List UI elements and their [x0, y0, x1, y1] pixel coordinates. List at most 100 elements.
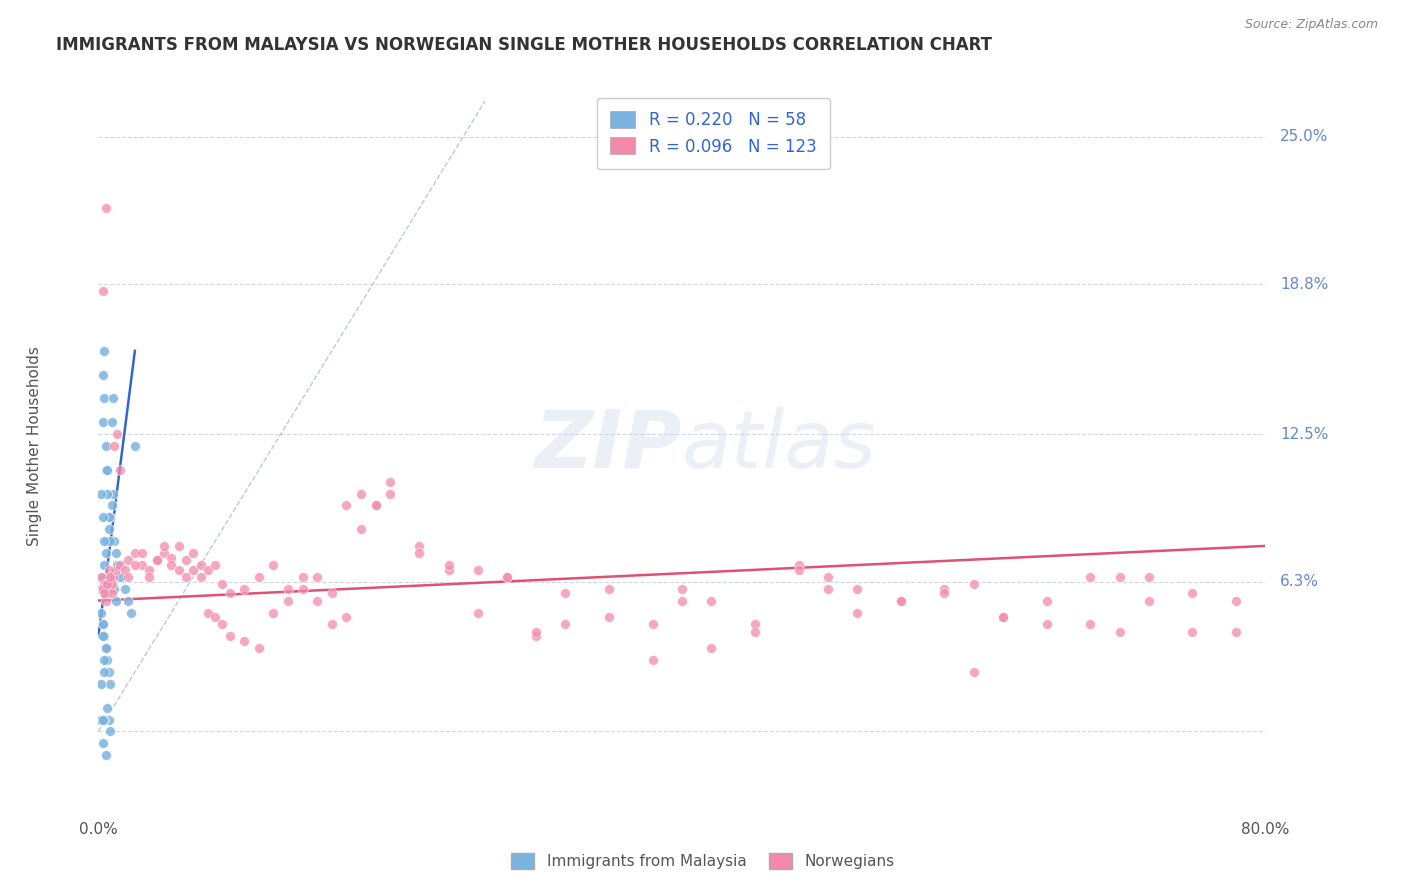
Point: [1108, 570, 1130, 584]
Legend: R = 0.220   N = 58, R = 0.096   N = 123: R = 0.220 N = 58, R = 0.096 N = 123: [598, 97, 830, 169]
Point: [104, 546, 127, 560]
Legend: Immigrants from Malaysia, Norwegians: Immigrants from Malaysia, Norwegians: [505, 847, 901, 875]
Point: [97, 522, 120, 536]
Point: [218, 586, 240, 600]
Point: [890, 593, 912, 607]
Point: [93, 343, 115, 358]
Point: [495, 570, 517, 584]
Point: [96, 577, 118, 591]
Point: [97, 582, 120, 596]
Point: [120, 606, 142, 620]
Point: [97, 713, 120, 727]
Point: [1080, 617, 1102, 632]
Point: [598, 610, 620, 624]
Point: [98, 677, 121, 691]
Point: [1225, 624, 1247, 639]
Point: [103, 534, 125, 549]
Point: [93, 713, 115, 727]
Point: [91, 713, 114, 727]
Point: [91, 617, 114, 632]
Text: 25.0%: 25.0%: [1279, 129, 1329, 145]
Point: [105, 558, 128, 572]
Point: [1181, 624, 1204, 639]
Point: [262, 558, 284, 572]
Text: ZIP: ZIP: [534, 407, 682, 485]
Point: [94, 593, 117, 607]
Point: [181, 563, 204, 577]
Point: [307, 593, 329, 607]
Point: [845, 606, 868, 620]
Point: [104, 593, 127, 607]
Point: [262, 606, 284, 620]
Point: [103, 439, 125, 453]
Point: [91, 617, 114, 632]
Point: [93, 629, 115, 643]
Point: [1181, 586, 1204, 600]
Point: [97, 510, 120, 524]
Point: [101, 392, 124, 406]
Point: [817, 582, 839, 596]
Point: [335, 499, 357, 513]
Point: [97, 665, 120, 679]
Point: [91, 629, 114, 643]
Point: [247, 570, 270, 584]
Point: [114, 563, 136, 577]
Point: [114, 582, 136, 596]
Point: [96, 700, 118, 714]
Point: [1225, 593, 1247, 607]
Point: [408, 546, 430, 560]
Point: [554, 617, 576, 632]
Point: [1137, 570, 1160, 584]
Point: [90, 677, 112, 691]
Point: [131, 558, 153, 572]
Point: [98, 724, 121, 739]
Point: [167, 539, 190, 553]
Text: 6.3%: 6.3%: [1279, 574, 1319, 589]
Point: [153, 539, 176, 553]
Point: [96, 486, 118, 500]
Point: [700, 593, 723, 607]
Point: [91, 582, 114, 596]
Text: IMMIGRANTS FROM MALAYSIA VS NORWEGIAN SINGLE MOTHER HOUSEHOLDS CORRELATION CHART: IMMIGRANTS FROM MALAYSIA VS NORWEGIAN SI…: [56, 36, 993, 54]
Point: [138, 570, 160, 584]
Point: [991, 610, 1014, 624]
Point: [524, 629, 547, 643]
Point: [94, 463, 117, 477]
Point: [91, 368, 114, 382]
Point: [495, 570, 517, 584]
Point: [247, 641, 270, 656]
Point: [233, 582, 256, 596]
Point: [97, 563, 120, 577]
Point: [1108, 624, 1130, 639]
Point: [307, 570, 329, 584]
Point: [131, 546, 153, 560]
Point: [105, 427, 128, 442]
Point: [291, 570, 314, 584]
Point: [101, 570, 124, 584]
Point: [190, 570, 212, 584]
Point: [197, 606, 219, 620]
Point: [94, 641, 117, 656]
Point: [90, 713, 112, 727]
Point: [787, 558, 810, 572]
Text: 80.0%: 80.0%: [1241, 822, 1289, 837]
Point: [744, 624, 766, 639]
Point: [350, 486, 373, 500]
Point: [94, 439, 117, 453]
Text: 18.8%: 18.8%: [1279, 277, 1329, 292]
Point: [160, 550, 183, 565]
Point: [160, 558, 183, 572]
Point: [817, 570, 839, 584]
Point: [117, 570, 139, 584]
Point: [204, 558, 226, 572]
Point: [671, 593, 693, 607]
Text: Source: ZipAtlas.com: Source: ZipAtlas.com: [1244, 18, 1378, 31]
Point: [96, 463, 118, 477]
Point: [96, 534, 118, 549]
Point: [641, 653, 664, 667]
Point: [96, 653, 118, 667]
Point: [962, 577, 984, 591]
Point: [138, 563, 160, 577]
Text: 0.0%: 0.0%: [79, 822, 118, 837]
Point: [98, 510, 121, 524]
